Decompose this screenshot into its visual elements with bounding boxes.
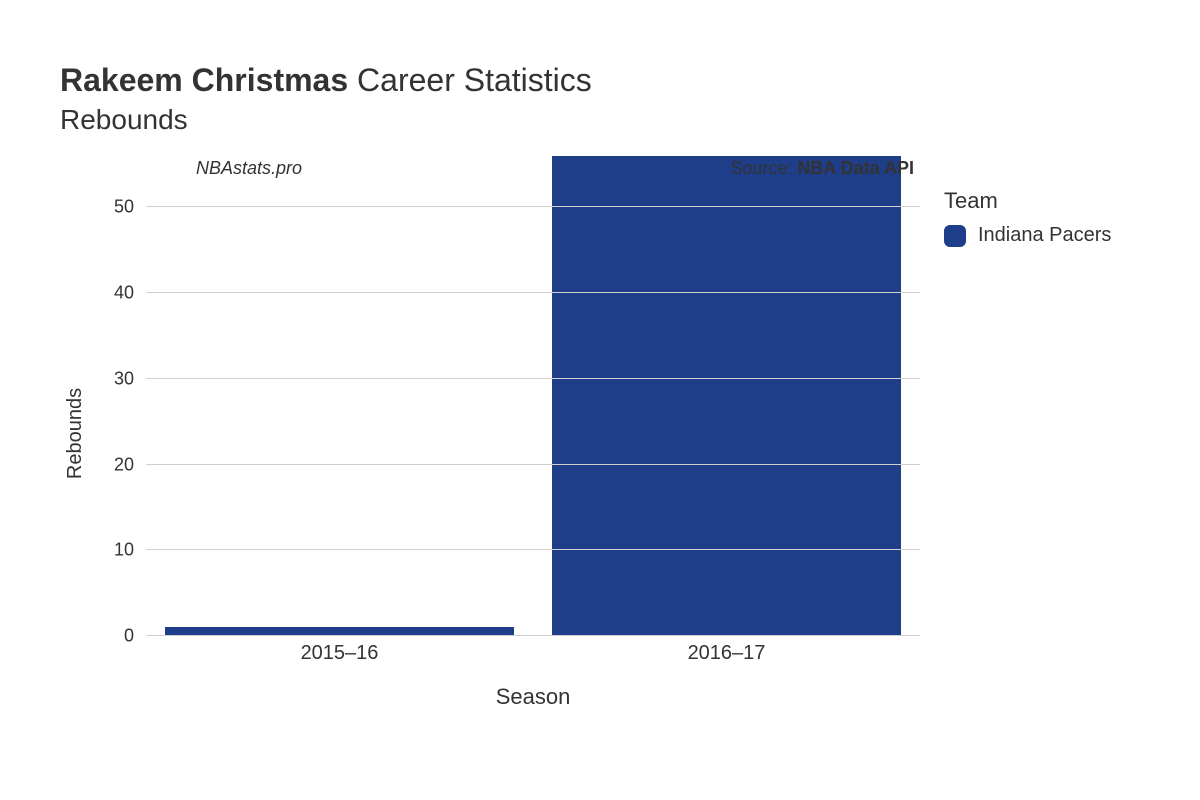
y-tick-label: 10 [114, 540, 134, 561]
bar-band [533, 156, 920, 636]
y-tick-labels: 01020304050 [92, 156, 142, 636]
plot-and-x: 0 10 20 30 40 50 NBAstats.pro Source: NBA Dat… [92, 156, 920, 710]
bars-layer [146, 156, 920, 636]
chart-container: Rakeem Christmas Career Statistics Rebou… [0, 0, 1200, 800]
source-text: Source: NBA Data API [730, 158, 914, 179]
bar-band [146, 156, 533, 636]
legend-items: Indiana Pacers [944, 224, 1140, 247]
gridline [146, 206, 920, 207]
legend-item-label: Indiana Pacers [978, 224, 1111, 247]
gridline [146, 378, 920, 379]
legend: Team Indiana Pacers [920, 156, 1140, 710]
x-axis-title: Season [146, 684, 920, 710]
bar [165, 156, 513, 636]
bar-fill [552, 156, 900, 636]
plot-inner: NBAstats.pro Source: NBA Data API [146, 156, 920, 636]
x-tick-labels: 2015–16 2016–17 [146, 636, 920, 666]
y-axis-title: Rebounds [65, 387, 88, 478]
chart-title: Rakeem Christmas Career Statistics [60, 60, 1140, 100]
site-credit: NBAstats.pro [196, 158, 302, 179]
source-name: NBA Data API [797, 158, 914, 178]
x-tick-label: 2016–17 [688, 642, 766, 665]
title-suffix: Career Statistics [348, 62, 592, 98]
legend-item: Indiana Pacers [944, 224, 1140, 247]
chart-row: Rebounds 0 10 20 30 40 50 NBAstats.pro Source… [60, 156, 1140, 710]
y-axis-title-wrap: Rebounds [60, 156, 92, 710]
y-tick-label: 0 [124, 626, 134, 647]
bar [552, 156, 900, 636]
plot-area: 01020304050 NBAstats.pro Source: NBA Dat… [92, 156, 920, 636]
y-tick-label: 50 [114, 197, 134, 218]
gridline [146, 464, 920, 465]
y-tick-label: 30 [114, 368, 134, 389]
source-prefix: Source: [730, 158, 797, 178]
y-tick-label: 40 [114, 283, 134, 304]
legend-swatch [944, 225, 966, 247]
player-name: Rakeem Christmas [60, 62, 348, 98]
y-tick-label: 20 [114, 454, 134, 475]
x-tick-label: 2015–16 [301, 642, 379, 665]
legend-title: Team [944, 188, 1140, 214]
gridline [146, 549, 920, 550]
chart-subtitle: Rebounds [60, 104, 1140, 136]
gridline [146, 292, 920, 293]
